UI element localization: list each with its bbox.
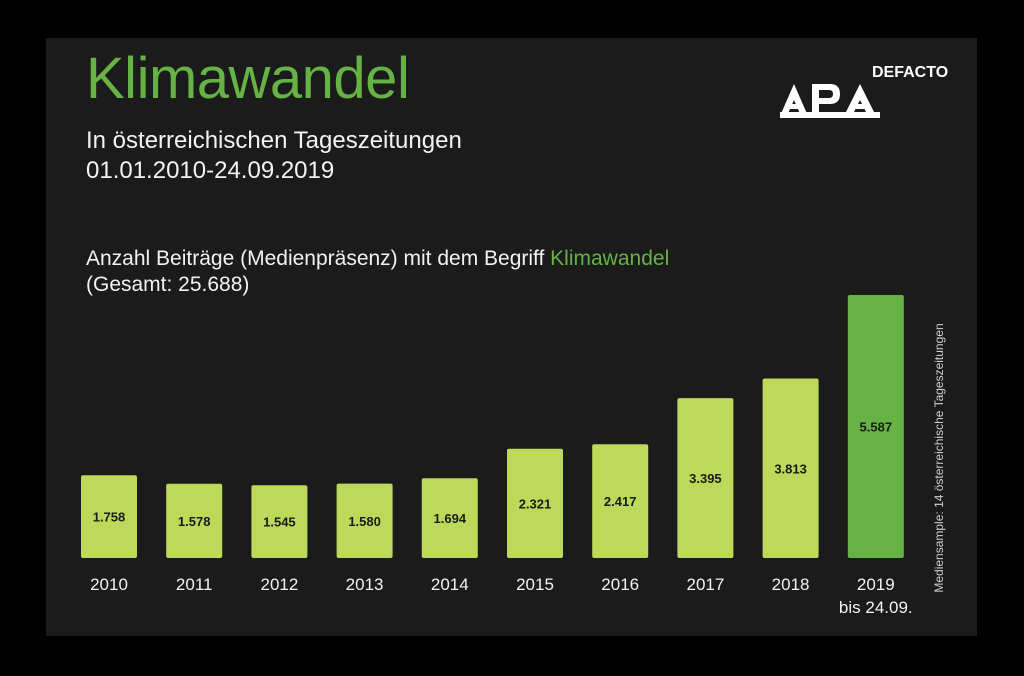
bar-value-label: 1.578 xyxy=(178,514,211,529)
page-title: Klimawandel xyxy=(86,46,410,111)
x-tick-label: 2010 xyxy=(90,575,128,594)
bar-2012 xyxy=(251,485,308,558)
bar-2015 xyxy=(507,448,563,558)
bar-2013 xyxy=(336,483,393,558)
x-tick-label: 2018 xyxy=(772,575,810,594)
x-tick-label: 2019 xyxy=(857,575,895,594)
x-tick-label: 2017 xyxy=(686,575,724,594)
bar-2018 xyxy=(762,378,819,558)
x-tick-sublabel: bis 24.09. xyxy=(839,598,913,617)
bar-value-label: 3.395 xyxy=(689,471,722,486)
description-text: Anzahl Beiträge (Medienpräsenz) mit dem … xyxy=(86,247,551,270)
apa-defacto-logo: DEFACTO xyxy=(780,60,950,120)
description-highlight: Klimawandel xyxy=(550,247,670,270)
bar-value-label: 1.758 xyxy=(93,510,126,525)
description-line: Anzahl Beiträge (Medienpräsenz) mit dem … xyxy=(86,246,669,272)
bar-2019 xyxy=(847,295,904,558)
x-tick-label: 2015 xyxy=(516,575,554,594)
bar-2014 xyxy=(421,478,478,558)
bar-value-label: 1.694 xyxy=(434,511,467,526)
x-tick-label: 2012 xyxy=(260,575,298,594)
date-range: 01.01.2010-24.09.2019 xyxy=(86,157,335,184)
chart-description: Anzahl Beiträge (Medienpräsenz) mit dem … xyxy=(86,246,669,299)
subtitle-line-1: In österreichischen Tageszeitungen xyxy=(86,127,462,154)
logo-suffix: DEFACTO xyxy=(872,64,949,81)
bar-2016 xyxy=(592,444,649,558)
x-tick-label: 2014 xyxy=(431,575,469,594)
bar-value-label: 2.321 xyxy=(519,496,552,511)
bar-2010 xyxy=(81,475,137,558)
bar-value-label: 2.417 xyxy=(604,494,637,509)
total-count: (Gesamt: 25.688) xyxy=(86,273,250,297)
bar-value-label: 1.580 xyxy=(348,514,381,529)
x-tick-label: 2011 xyxy=(176,575,213,594)
bar-2017 xyxy=(677,398,734,558)
bar-value-label: 1.545 xyxy=(263,515,296,530)
bar-2011 xyxy=(166,483,223,558)
subtitle: In österreichischen Tageszeitungen 01.01… xyxy=(86,126,462,186)
x-tick-label: 2016 xyxy=(601,575,639,594)
apa-logo-icon xyxy=(780,84,880,118)
x-tick-label: 2013 xyxy=(346,575,384,594)
bar-value-label: 5.587 xyxy=(860,420,893,435)
bar-value-label: 3.813 xyxy=(774,461,807,476)
